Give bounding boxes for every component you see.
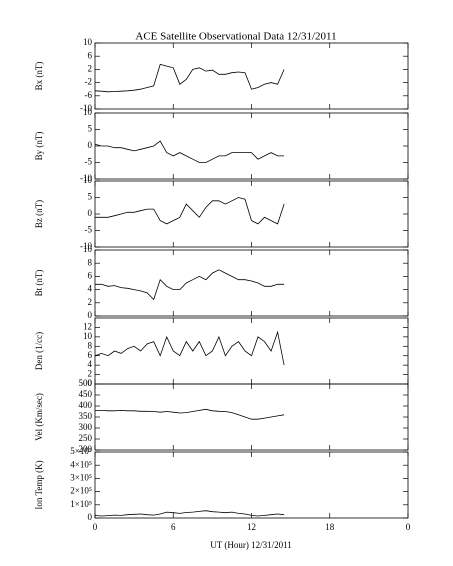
y-tick-label: 8 (88, 257, 93, 267)
y-tick-label: 0 (88, 310, 93, 320)
panel-frame (94, 249, 409, 317)
panel-frame (94, 317, 409, 385)
x-tick-label: 0 (406, 522, 411, 532)
y-tick-label: -10 (80, 241, 92, 251)
y-tick-label: 10 (83, 107, 93, 117)
y-tick-label: 400 (79, 400, 93, 410)
y-tick-label: 1×10⁵ (70, 499, 92, 509)
y-tick-label: 5 (88, 124, 93, 134)
y-tick-label: 250 (79, 433, 93, 443)
y-tick-label: -10 (80, 173, 92, 183)
y-tick-label: 10 (83, 175, 93, 185)
x-tick-label: 18 (325, 522, 335, 532)
y-tick-label: 2 (88, 297, 93, 307)
y-tick-label: 6 (88, 50, 93, 60)
y-tick-label: 3×10⁵ (70, 472, 92, 482)
y-tick-label: 500 (79, 378, 93, 388)
y-axis-label: Bx (nT) (34, 62, 44, 91)
y-tick-label: 5 (88, 192, 93, 202)
y-tick-label: 10 (83, 244, 93, 254)
y-tick-label: 0 (88, 512, 93, 522)
y-tick-label: 4 (88, 284, 93, 294)
y-tick-label: 6 (88, 350, 93, 360)
y-tick-label: 0 (88, 208, 93, 218)
y-tick-label: 0 (88, 378, 93, 388)
chart-title: ACE Satellite Observational Data 12/31/2… (135, 31, 336, 43)
y-tick-label: 10 (83, 331, 93, 341)
y-tick-label: 6 (88, 270, 93, 280)
y-tick-label: -2 (85, 77, 93, 87)
data-line (94, 140, 285, 163)
y-tick-label: -10 (80, 103, 92, 113)
x-tick-label: 12 (247, 522, 256, 532)
y-tick-label: 8 (88, 340, 93, 350)
x-tick-label: 0 (93, 522, 98, 532)
data-line (94, 330, 285, 366)
y-tick-label: 0 (88, 140, 93, 150)
panel-frame (94, 180, 409, 248)
data-line (95, 408, 285, 420)
panel-frame (94, 451, 409, 519)
y-tick-label: 5×10⁵ (70, 446, 92, 456)
y-tick-label: 10 (83, 37, 93, 47)
y-tick-label: 4×10⁵ (70, 459, 92, 469)
y-tick-label: 300 (79, 422, 93, 432)
y-tick-label: -5 (85, 157, 93, 167)
data-line (94, 63, 285, 93)
y-tick-label: 4 (88, 359, 93, 369)
panel-frame (94, 383, 409, 451)
panel-frame (94, 42, 409, 110)
x-tick-label: 6 (171, 522, 176, 532)
data-line (95, 269, 285, 301)
y-tick-label: 2 (88, 369, 93, 379)
y-tick-label: -6 (85, 90, 93, 100)
y-tick-label: -5 (85, 225, 93, 235)
data-line (94, 510, 285, 517)
y-axis-label: Vel (Km/sec) (34, 393, 44, 441)
y-tick-label: 350 (79, 411, 93, 421)
y-tick-label: 12 (83, 321, 92, 331)
y-tick-label: 2 (88, 63, 93, 73)
y-axis-label: By (nT) (34, 132, 44, 161)
y-axis-label: Den (1/cc) (34, 332, 44, 370)
y-tick-label: 200 (79, 444, 93, 454)
data-line (95, 197, 285, 225)
y-tick-label: 2×10⁵ (70, 486, 92, 496)
y-tick-label: 450 (79, 389, 93, 399)
panel-frame (94, 112, 409, 180)
y-axis-label: Bz (nT) (34, 200, 44, 228)
x-axis-label: UT (Hour) 12/31/2011 (210, 540, 292, 550)
y-axis-label: Ion Temp (K) (34, 460, 44, 509)
y-axis-label: Bt (nT) (34, 270, 44, 297)
